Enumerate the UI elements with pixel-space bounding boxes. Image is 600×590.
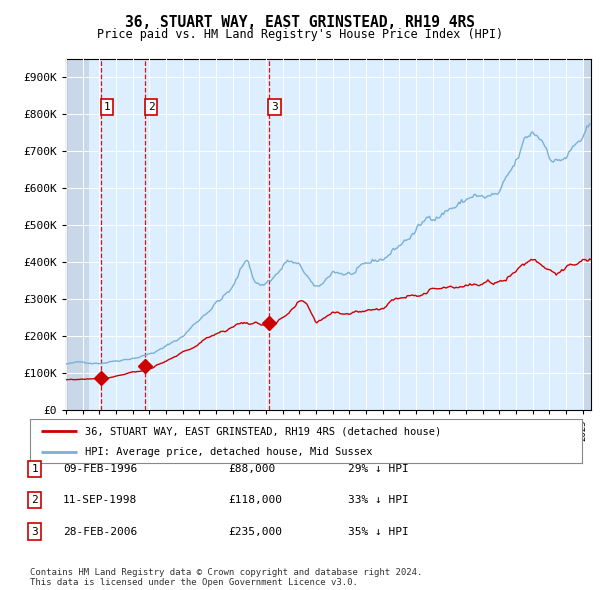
Text: 35% ↓ HPI: 35% ↓ HPI [348, 527, 409, 536]
Text: 09-FEB-1996: 09-FEB-1996 [63, 464, 137, 474]
Text: Price paid vs. HM Land Registry's House Price Index (HPI): Price paid vs. HM Land Registry's House … [97, 28, 503, 41]
Text: £88,000: £88,000 [228, 464, 275, 474]
Text: 2: 2 [148, 102, 154, 112]
Bar [66, 59, 89, 410]
Text: 29% ↓ HPI: 29% ↓ HPI [348, 464, 409, 474]
Text: 1: 1 [31, 464, 38, 474]
Bar [584, 59, 591, 410]
Text: £235,000: £235,000 [228, 527, 282, 536]
Text: HPI: Average price, detached house, Mid Sussex: HPI: Average price, detached house, Mid … [85, 447, 373, 457]
Text: £118,000: £118,000 [228, 496, 282, 505]
Text: 3: 3 [31, 527, 38, 536]
Text: 1: 1 [104, 102, 110, 112]
Text: 2: 2 [31, 496, 38, 505]
Text: 36, STUART WAY, EAST GRINSTEAD, RH19 4RS (detached house): 36, STUART WAY, EAST GRINSTEAD, RH19 4RS… [85, 427, 442, 436]
Text: 11-SEP-1998: 11-SEP-1998 [63, 496, 137, 505]
Text: 36, STUART WAY, EAST GRINSTEAD, RH19 4RS: 36, STUART WAY, EAST GRINSTEAD, RH19 4RS [125, 15, 475, 30]
Text: 28-FEB-2006: 28-FEB-2006 [63, 527, 137, 536]
Text: 33% ↓ HPI: 33% ↓ HPI [348, 496, 409, 505]
Text: 3: 3 [271, 102, 278, 112]
Text: Contains HM Land Registry data © Crown copyright and database right 2024.
This d: Contains HM Land Registry data © Crown c… [30, 568, 422, 587]
